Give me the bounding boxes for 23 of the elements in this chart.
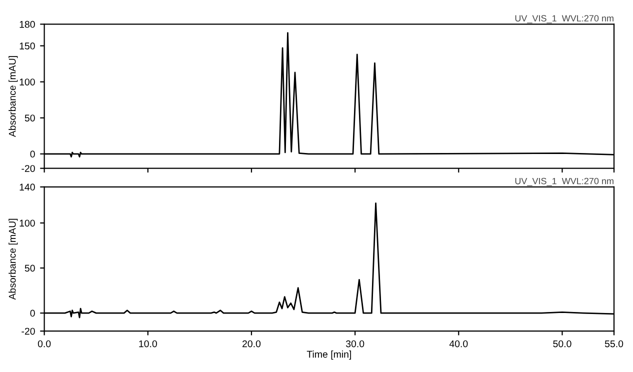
y-axis-title: Absorbance [mAU] — [8, 56, 18, 138]
y-axis-title: Absorbance [mAU] — [8, 218, 18, 300]
chart-title: UV_VIS_1 WVL:270 nm — [515, 15, 614, 24]
y-tick-label: 50 — [24, 264, 35, 272]
x-tick-label: 0.0 — [38, 340, 51, 348]
y-tick-label: 180 — [20, 20, 35, 28]
y-tick-label: 50 — [24, 114, 35, 122]
y-tick-label: 100 — [20, 78, 35, 86]
x-tick-label: 50.0 — [553, 340, 572, 348]
chart-title: UV_VIS_1 WVL:270 nm — [515, 178, 614, 186]
y-tick-label: -20 — [22, 328, 35, 335]
y-tick-label: 140 — [20, 184, 35, 191]
x-tick-label: 10.0 — [139, 340, 157, 348]
x-tick-label: 40.0 — [449, 340, 468, 348]
y-tick-label: 100 — [20, 220, 35, 227]
x-tick-label: 30.0 — [346, 340, 364, 348]
x-axis-title: Time [min] — [306, 350, 351, 360]
x-tick-label: 20.0 — [242, 340, 261, 348]
y-tick-label: -20 — [22, 165, 35, 172]
y-tick-label: 0 — [30, 150, 35, 158]
y-tick-label: 150 — [20, 42, 35, 50]
y-tick-label: 0 — [30, 310, 35, 317]
x-tick-label: 55.0 — [604, 340, 624, 348]
